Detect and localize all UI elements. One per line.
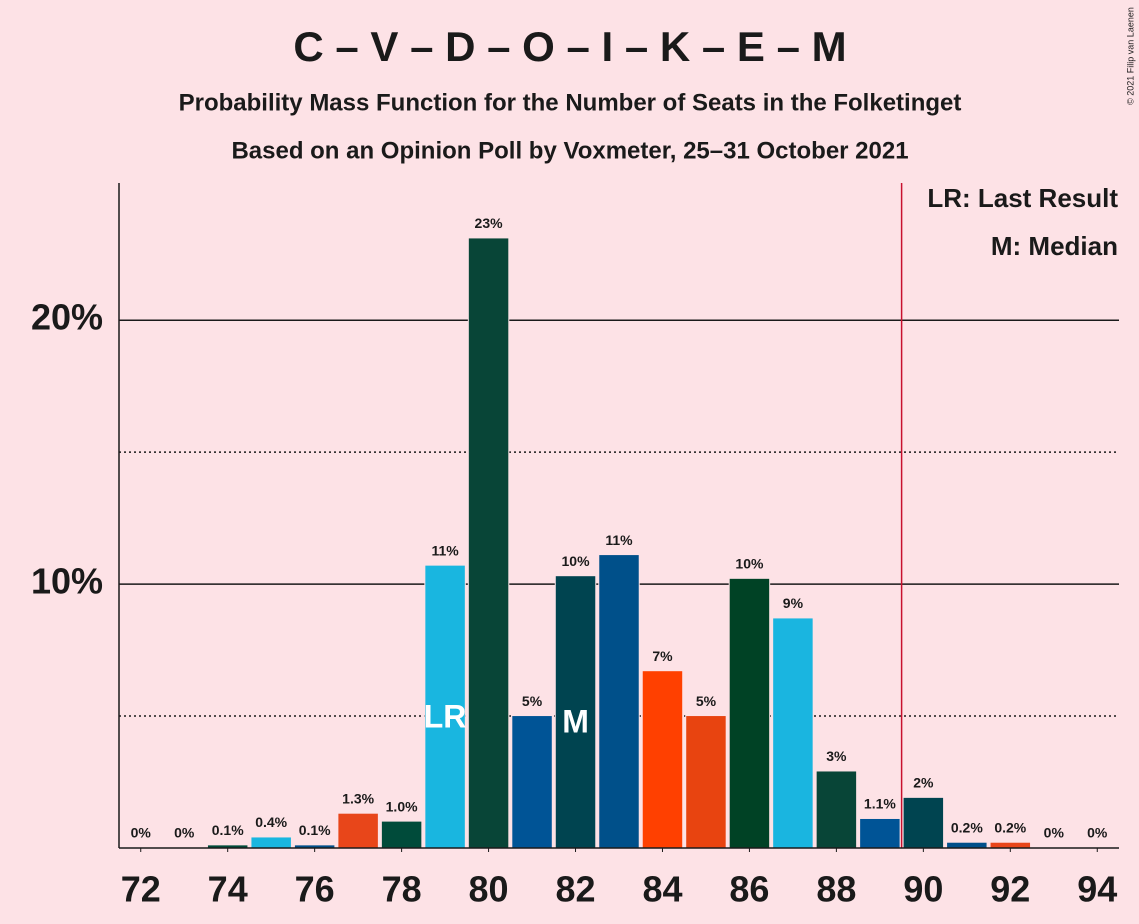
- value-label: 0.2%: [951, 819, 983, 835]
- value-label: 0%: [174, 825, 195, 841]
- chart-subtitle: Based on an Opinion Poll by Voxmeter, 25…: [231, 137, 908, 164]
- bar: [860, 818, 900, 848]
- value-label: 0%: [1044, 825, 1065, 841]
- value-label: 10%: [562, 553, 591, 569]
- value-label: 0.4%: [255, 814, 287, 830]
- x-tick-label: 78: [382, 869, 422, 910]
- value-label: 1.1%: [864, 796, 896, 812]
- median-marker: M: [562, 704, 589, 740]
- bar: [468, 238, 509, 848]
- bar: [686, 716, 726, 848]
- x-tick-label: 72: [121, 869, 161, 910]
- legend-entry: LR: Last Result: [927, 183, 1118, 213]
- x-tick-label: 74: [208, 869, 248, 910]
- chart-subtitle: Probability Mass Function for the Number…: [179, 89, 962, 116]
- x-tick-label: 90: [903, 869, 943, 910]
- y-tick-label: 10%: [31, 561, 103, 602]
- value-label: 11%: [605, 532, 633, 548]
- bar: [599, 555, 639, 848]
- x-tick-label: 76: [295, 869, 335, 910]
- value-label: 0.1%: [299, 822, 331, 838]
- bar: [294, 845, 335, 848]
- bar: [555, 576, 596, 848]
- last-result-marker: LR: [424, 698, 467, 734]
- bar: [251, 837, 291, 848]
- x-tick-label: 84: [642, 869, 682, 910]
- value-label: 1.0%: [386, 798, 418, 814]
- bar: [773, 618, 813, 848]
- bar: [338, 813, 378, 848]
- bar: [642, 671, 683, 848]
- x-tick-label: 80: [469, 869, 509, 910]
- bar: [816, 771, 857, 848]
- value-label: 2%: [913, 775, 934, 791]
- copyright: © 2021 Filip van Laenen: [1125, 7, 1135, 105]
- bar: [903, 797, 944, 848]
- x-tick-label: 86: [729, 869, 769, 910]
- x-tick-label: 92: [990, 869, 1030, 910]
- value-label: 5%: [522, 693, 543, 709]
- bar: [990, 842, 1031, 848]
- value-label: 1.3%: [342, 790, 374, 806]
- gap-backdrop: [293, 841, 336, 848]
- value-label: 10%: [735, 556, 764, 572]
- bar: [729, 578, 770, 848]
- value-label: 0%: [131, 825, 152, 841]
- value-label: 9%: [783, 595, 804, 611]
- y-tick-label: 20%: [31, 297, 103, 338]
- bar: [425, 565, 465, 848]
- value-label: 11%: [431, 542, 459, 558]
- bar: [512, 716, 552, 848]
- value-label: 23%: [475, 215, 504, 231]
- value-label: 5%: [696, 693, 717, 709]
- value-label: 0.1%: [212, 822, 244, 838]
- legend-entry: M: Median: [991, 231, 1118, 261]
- value-label: 0.2%: [994, 819, 1026, 835]
- x-tick-label: 82: [555, 869, 595, 910]
- x-tick-label: 88: [816, 869, 856, 910]
- bar: [947, 842, 987, 848]
- value-label: 3%: [826, 748, 847, 764]
- gap-backdrop: [206, 841, 249, 848]
- chart-title: C – V – D – O – I – K – E – M: [293, 23, 846, 70]
- bar: [381, 821, 422, 848]
- value-label: 0%: [1087, 825, 1108, 841]
- bar: [207, 845, 248, 848]
- x-tick-label: 94: [1077, 869, 1117, 910]
- value-label: 7%: [652, 648, 673, 664]
